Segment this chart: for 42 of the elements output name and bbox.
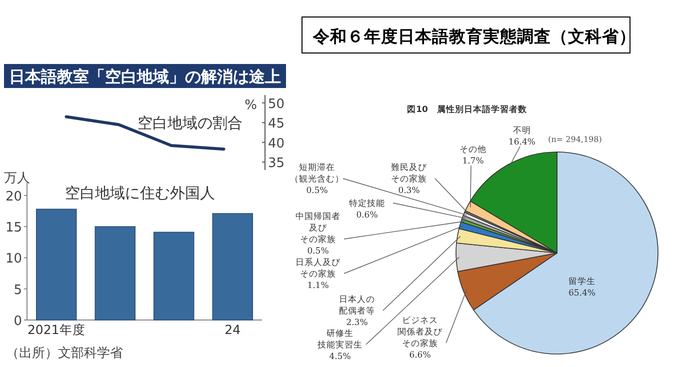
y-tick-label: 20 bbox=[5, 189, 22, 204]
data-label: 2.3% bbox=[346, 318, 368, 328]
data-label: 1.7% bbox=[462, 156, 484, 166]
slice-label: 難民及びその家族 bbox=[391, 162, 428, 184]
y-tick-label: 0 bbox=[14, 314, 22, 329]
data-label: 1.1% bbox=[307, 281, 329, 291]
data-label: 6.6% bbox=[409, 350, 431, 360]
slice-label: 留学生 bbox=[568, 276, 596, 287]
slice-label: ビジネス関係者及びその家族 bbox=[398, 315, 444, 349]
data-label: 0.6% bbox=[356, 210, 378, 220]
data-label: 0.5% bbox=[306, 186, 328, 196]
y-tick-label: 15 bbox=[5, 220, 22, 236]
slice-label: 日系人及びその家族 bbox=[296, 257, 342, 280]
slice-label: 中国帰国者及びその家族 bbox=[296, 211, 340, 245]
y-tick-label: 45 bbox=[268, 116, 285, 132]
chart-title: 日本語教室「空白地域」の解消は途上 bbox=[9, 67, 281, 86]
slice-label: 日本人の配偶者等 bbox=[339, 294, 375, 316]
y-tick-label: 5 bbox=[14, 282, 22, 298]
y-axis-title: % bbox=[244, 98, 257, 113]
y-axis-title: 万人 bbox=[4, 171, 30, 186]
data-label: 0.5% bbox=[307, 246, 329, 256]
slice-label: 研修生技能実習生 bbox=[316, 328, 362, 350]
data-label: 65.4% bbox=[568, 288, 596, 298]
series-label: 空白地域の割合 bbox=[138, 114, 242, 132]
slice-label: 特定技能 bbox=[349, 198, 385, 209]
y-tick-label: 10 bbox=[5, 252, 22, 267]
chart-title: 空白地域に住む外国人 bbox=[65, 184, 215, 202]
y-tick-label: 50 bbox=[268, 96, 285, 112]
y-tick-label: 40 bbox=[268, 136, 285, 152]
x-tick-label: 2021年度 bbox=[27, 322, 86, 337]
slice-label: 短期滞在（観光含む） bbox=[290, 162, 344, 184]
text: （出所）文部科学省 bbox=[6, 346, 123, 361]
slice-label: その他 bbox=[460, 144, 486, 155]
text: (n= 294,198) bbox=[548, 135, 602, 144]
y-tick-label: 35 bbox=[268, 156, 285, 172]
slice-label: 不明 bbox=[513, 125, 531, 136]
chart-title: 令和６年度日本語教育実態調査（文科省） bbox=[312, 26, 636, 46]
chart-subtitle: 図10 属性別日本語学習者数 bbox=[407, 104, 528, 115]
data-label: 16.4% bbox=[508, 138, 536, 148]
data-label: 4.5% bbox=[329, 352, 351, 362]
x-tick-label: 24 bbox=[224, 322, 241, 337]
data-label: 0.3% bbox=[398, 186, 420, 196]
